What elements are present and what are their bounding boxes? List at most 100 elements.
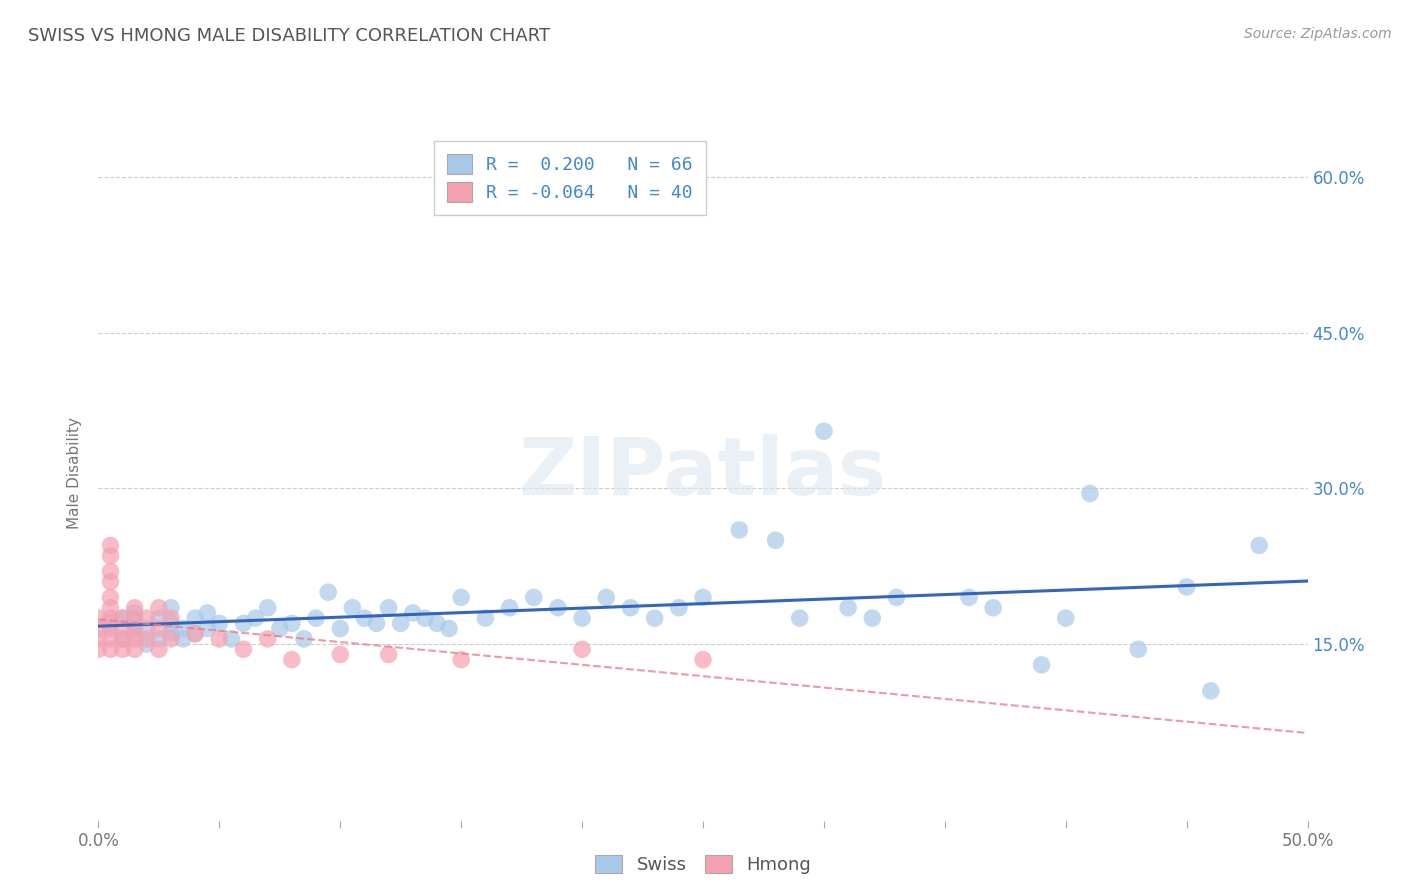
Point xyxy=(100,611,122,625)
Point xyxy=(281,653,304,667)
Point xyxy=(160,632,183,646)
Point xyxy=(765,533,787,548)
Point xyxy=(111,632,134,646)
Point xyxy=(353,611,375,625)
Point xyxy=(100,538,122,552)
Point xyxy=(160,626,183,640)
Point xyxy=(100,574,122,589)
Point xyxy=(111,611,134,625)
Point xyxy=(1078,486,1101,500)
Point xyxy=(329,622,352,636)
Point xyxy=(87,632,110,646)
Point xyxy=(135,637,157,651)
Point xyxy=(619,600,641,615)
Point xyxy=(124,632,146,646)
Point xyxy=(124,622,146,636)
Point xyxy=(208,616,231,631)
Y-axis label: Male Disability: Male Disability xyxy=(67,417,83,529)
Point xyxy=(1054,611,1077,625)
Point xyxy=(426,616,449,631)
Point xyxy=(281,616,304,631)
Point xyxy=(87,611,110,625)
Point xyxy=(1031,657,1053,672)
Point xyxy=(523,591,546,605)
Point xyxy=(366,616,388,631)
Point xyxy=(148,622,170,636)
Point xyxy=(1128,642,1150,657)
Point xyxy=(100,600,122,615)
Point xyxy=(111,622,134,636)
Point xyxy=(728,523,751,537)
Point xyxy=(124,642,146,657)
Point xyxy=(135,632,157,646)
Point xyxy=(100,616,122,631)
Point xyxy=(124,611,146,625)
Point xyxy=(160,616,183,631)
Point xyxy=(547,600,569,615)
Point xyxy=(813,424,835,438)
Point xyxy=(474,611,496,625)
Point xyxy=(184,626,207,640)
Point xyxy=(377,648,399,662)
Point xyxy=(886,591,908,605)
Point xyxy=(100,622,122,636)
Point xyxy=(377,600,399,615)
Legend: Swiss, Hmong: Swiss, Hmong xyxy=(588,847,818,881)
Point xyxy=(124,616,146,631)
Point xyxy=(111,611,134,625)
Point xyxy=(184,611,207,625)
Point xyxy=(100,642,122,657)
Text: SWISS VS HMONG MALE DISABILITY CORRELATION CHART: SWISS VS HMONG MALE DISABILITY CORRELATI… xyxy=(28,27,550,45)
Point xyxy=(195,606,218,620)
Point xyxy=(668,600,690,615)
Point xyxy=(111,632,134,646)
Point xyxy=(837,600,859,615)
Point xyxy=(124,600,146,615)
Point xyxy=(172,632,194,646)
Point xyxy=(1249,538,1271,552)
Point xyxy=(100,632,122,646)
Text: Source: ZipAtlas.com: Source: ZipAtlas.com xyxy=(1244,27,1392,41)
Point xyxy=(957,591,980,605)
Point xyxy=(256,600,278,615)
Point xyxy=(450,591,472,605)
Point xyxy=(148,600,170,615)
Point xyxy=(789,611,811,625)
Point xyxy=(256,632,278,646)
Point xyxy=(100,565,122,579)
Point xyxy=(644,611,666,625)
Point xyxy=(172,622,194,636)
Point xyxy=(100,549,122,563)
Point xyxy=(160,600,183,615)
Point xyxy=(269,622,291,636)
Point xyxy=(692,653,714,667)
Point xyxy=(111,642,134,657)
Point xyxy=(87,642,110,657)
Point xyxy=(124,626,146,640)
Point xyxy=(498,600,520,615)
Point xyxy=(160,611,183,625)
Point xyxy=(1199,683,1222,698)
Point xyxy=(1175,580,1198,594)
Point xyxy=(292,632,315,646)
Point xyxy=(450,653,472,667)
Point xyxy=(195,622,218,636)
Point xyxy=(87,622,110,636)
Point xyxy=(571,611,593,625)
Point xyxy=(981,600,1004,615)
Point xyxy=(124,606,146,620)
Point xyxy=(402,606,425,620)
Point xyxy=(329,648,352,662)
Point xyxy=(437,622,460,636)
Point xyxy=(184,626,207,640)
Point xyxy=(208,632,231,646)
Point xyxy=(148,611,170,625)
Point xyxy=(305,611,328,625)
Point xyxy=(135,622,157,636)
Point xyxy=(100,591,122,605)
Point xyxy=(232,616,254,631)
Point xyxy=(148,632,170,646)
Point xyxy=(595,591,617,605)
Point xyxy=(342,600,364,615)
Text: ZIPatlas: ZIPatlas xyxy=(519,434,887,512)
